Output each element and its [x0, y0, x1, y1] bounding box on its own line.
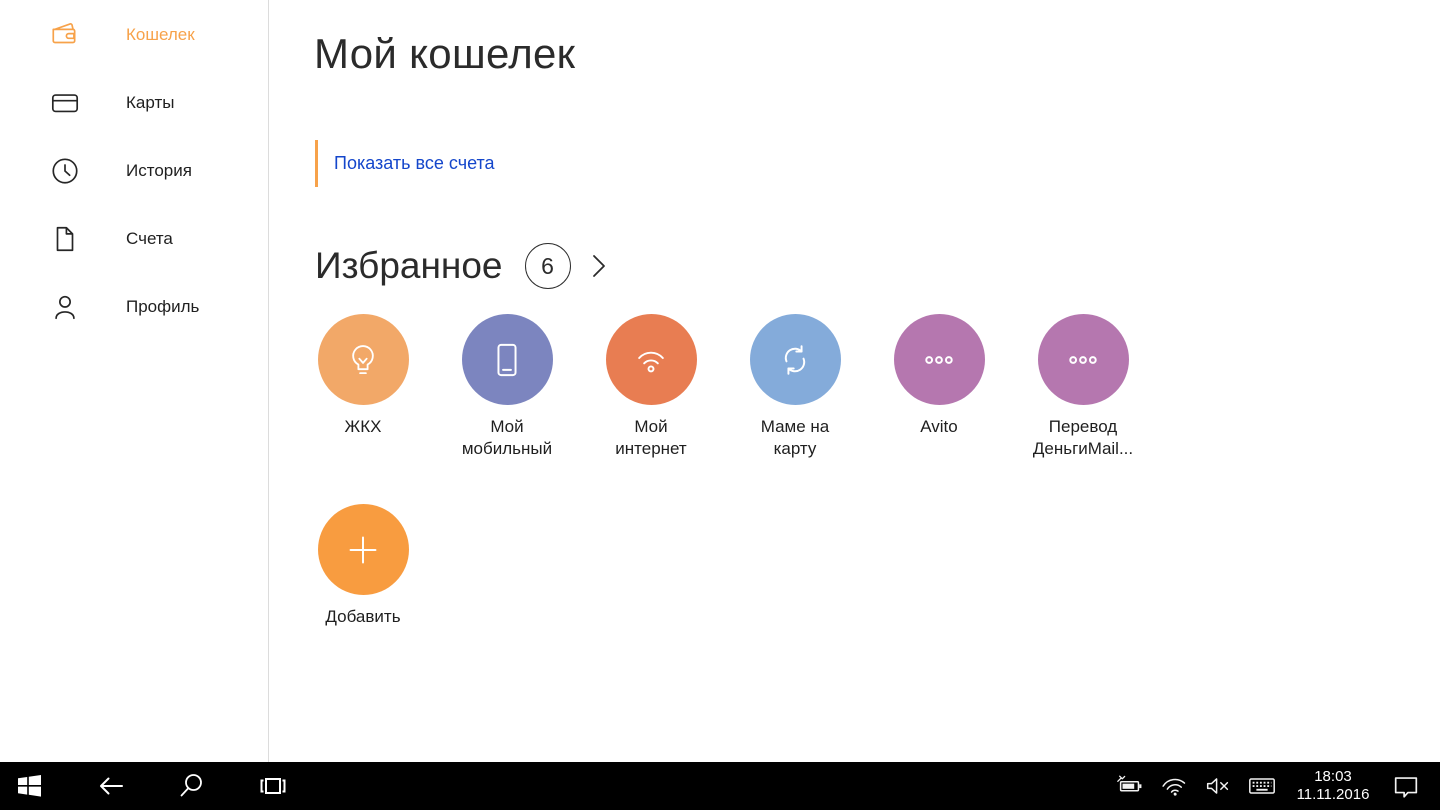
sidebar-item-profile[interactable]: Профиль: [0, 273, 268, 341]
page-title: Мой кошелек: [314, 30, 576, 77]
chevron-right-icon: [591, 253, 607, 279]
network-status[interactable]: [1152, 762, 1196, 810]
sidebar-item-label: Кошелек: [126, 25, 195, 44]
favorite-perevod[interactable]: Перевод ДеньгиMail...: [1011, 314, 1155, 460]
doc-icon: [50, 224, 80, 254]
sidebar-item-label: Карты: [126, 93, 175, 112]
volume-status[interactable]: [1196, 762, 1240, 810]
task-view-icon: [257, 770, 289, 802]
favorite-circle: [749, 314, 841, 405]
wifi-icon: [1159, 771, 1189, 801]
favorite-label: Добавить: [325, 607, 401, 626]
sidebar: Кошелек Карты История Счета Профиль: [0, 0, 269, 762]
action-center-button[interactable]: [1382, 762, 1430, 810]
app-window: Кошелек Карты История Счета Профиль Мой …: [0, 0, 1440, 762]
favorite-label: Перевод ДеньгиMail...: [1032, 417, 1134, 458]
sidebar-item-history[interactable]: История: [0, 137, 268, 205]
clock[interactable]: 18:03 11.11.2016: [1286, 768, 1380, 804]
favorite-circle: [461, 314, 553, 405]
taskbar: 18:03 11.11.2016: [0, 762, 1440, 810]
sidebar-item-label: Счета: [126, 229, 173, 248]
dots-icon: [1062, 339, 1104, 381]
phone-icon: [486, 339, 528, 381]
favorite-label: Avito: [920, 417, 958, 436]
sidebar-item-label: История: [126, 161, 192, 180]
favorite-label: ЖКХ: [344, 417, 382, 436]
favorite-circle: [605, 314, 697, 405]
start-button[interactable]: [6, 762, 54, 810]
search-icon: [176, 770, 208, 802]
action-center-icon: [1391, 771, 1421, 801]
sidebar-item-bills[interactable]: Счета: [0, 205, 268, 273]
card-icon: [50, 88, 80, 118]
sidebar-item-wallet[interactable]: Кошелек: [0, 1, 268, 69]
favorite-mobile[interactable]: Мой мобильный: [435, 314, 579, 460]
clock-time: 18:03: [1314, 768, 1352, 785]
sync-icon: [774, 339, 816, 381]
back-button[interactable]: [87, 762, 135, 810]
sidebar-item-label: Профиль: [126, 297, 200, 316]
windows-logo-icon: [14, 770, 46, 802]
favorites-expand-button[interactable]: [591, 253, 607, 279]
favorite-internet[interactable]: Мой интернет: [579, 314, 723, 460]
favorite-avito[interactable]: Avito: [867, 314, 1011, 460]
battery-status[interactable]: [1108, 762, 1152, 810]
favorite-mame[interactable]: Маме на карту: [723, 314, 867, 460]
task-view-button[interactable]: [249, 762, 297, 810]
favorite-label: Мой мобильный: [461, 417, 553, 458]
favorite-circle: [317, 504, 409, 595]
favorites-count-badge: 6: [524, 243, 571, 289]
clock-date: 11.11.2016: [1296, 786, 1370, 803]
favorite-circle: [893, 314, 985, 405]
favorites-heading: Избранное: [315, 245, 503, 286]
person-icon: [50, 292, 80, 322]
favorite-label: Маме на карту: [760, 417, 830, 458]
back-arrow-icon: [95, 770, 127, 802]
bulb-icon: [342, 339, 384, 381]
touch-keyboard-button[interactable]: [1240, 762, 1284, 810]
system-tray: 18:03 11.11.2016: [1108, 762, 1440, 810]
show-all-accounts-link[interactable]: Показать все счета: [334, 153, 495, 173]
add-favorite-button[interactable]: Добавить: [291, 504, 435, 628]
volume-muted-icon: [1203, 771, 1233, 801]
clock-icon: [50, 156, 80, 186]
show-all-accounts-block: Показать все счета: [315, 140, 495, 187]
sidebar-item-cards[interactable]: Карты: [0, 69, 268, 137]
favorite-label: Мой интернет: [615, 417, 687, 458]
favorite-zhkh[interactable]: ЖКХ: [291, 314, 435, 460]
main-content: Мой кошелек Показать все счета Избранное…: [269, 0, 1440, 762]
favorites-grid: ЖКХ Мой мобильный Мой интернет Маме на к…: [291, 314, 1191, 628]
wallet-icon: [50, 20, 80, 50]
favorite-circle: [317, 314, 409, 405]
search-button[interactable]: [168, 762, 216, 810]
wifi-icon: [630, 339, 672, 381]
favorite-circle: [1037, 314, 1129, 405]
keyboard-icon: [1247, 771, 1277, 801]
dots-icon: [918, 339, 960, 381]
battery-charging-icon: [1115, 771, 1145, 801]
favorites-header: Избранное 6: [315, 243, 1440, 289]
plus-icon: [342, 529, 384, 571]
